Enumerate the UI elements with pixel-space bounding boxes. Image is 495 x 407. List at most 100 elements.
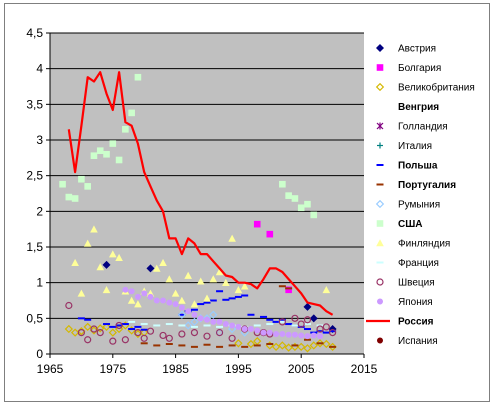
data-point — [84, 183, 91, 190]
data-point — [260, 329, 267, 336]
data-point — [90, 225, 98, 233]
data-point — [317, 333, 324, 340]
legend-label: Португалия — [398, 180, 456, 191]
gridlines — [50, 32, 364, 355]
data-point — [90, 152, 98, 159]
data-point — [253, 220, 261, 228]
data-point — [291, 331, 298, 338]
data-point — [108, 328, 117, 337]
data-point — [184, 271, 192, 279]
data-point — [279, 331, 286, 338]
series-7 — [140, 285, 337, 348]
y-tick-label: 3,5 — [26, 97, 43, 111]
legend-item: Швеция — [376, 278, 435, 289]
legend-label: Россия — [398, 317, 434, 328]
data-point — [285, 192, 292, 199]
data-point — [273, 331, 280, 338]
legend-item: Великобритания — [375, 82, 475, 94]
data-point — [285, 331, 292, 338]
data-point — [83, 322, 92, 332]
data-point — [247, 326, 254, 333]
series-1 — [253, 220, 292, 294]
y-tick-label: 1 — [36, 276, 43, 290]
legend-key — [376, 239, 384, 247]
data-point — [228, 334, 236, 342]
data-point — [102, 322, 111, 332]
data-point — [178, 304, 185, 311]
x-tick-label: 1985 — [162, 362, 189, 376]
data-point — [165, 334, 173, 342]
data-point — [297, 204, 305, 212]
data-point — [165, 275, 174, 283]
data-point — [127, 296, 136, 304]
legend-item: Португалия — [376, 180, 456, 191]
y-tick-label: 3 — [36, 133, 43, 147]
legend-label: Румыния — [398, 200, 440, 211]
data-point — [96, 263, 105, 271]
x-tick-label: 1975 — [99, 362, 126, 376]
series-line — [67, 71, 334, 316]
legend-label: США — [398, 219, 423, 230]
data-point — [146, 327, 155, 335]
y-tick-label: 2 — [36, 204, 43, 218]
data-point — [71, 258, 79, 266]
data-point — [134, 300, 142, 308]
data-point — [246, 339, 256, 349]
data-point — [121, 336, 129, 344]
legend-key — [375, 199, 385, 209]
legend-label: Япония — [398, 297, 433, 308]
data-point — [177, 310, 187, 319]
data-point — [128, 109, 135, 117]
legend-label: Франция — [398, 258, 439, 269]
data-point — [84, 336, 92, 344]
data-point — [146, 264, 155, 273]
data-point — [304, 200, 311, 208]
data-point — [229, 322, 236, 329]
legend-key — [375, 82, 385, 92]
data-point — [102, 260, 111, 269]
data-point — [96, 147, 104, 154]
legend-item: Япония — [377, 297, 433, 308]
data-point — [159, 331, 167, 340]
data-point — [303, 344, 312, 353]
series-14 — [67, 71, 334, 316]
data-point — [122, 286, 129, 293]
data-point — [209, 275, 218, 283]
data-point — [96, 329, 104, 337]
legend-item: Румыния — [375, 199, 440, 211]
data-point — [184, 321, 193, 330]
data-point — [235, 323, 242, 330]
legend-label: Италия — [398, 141, 432, 152]
data-point — [291, 314, 299, 322]
data-point — [152, 264, 161, 272]
data-point — [309, 314, 318, 323]
legend-label: Болгария — [398, 63, 441, 74]
y-tick-label: 4,5 — [26, 26, 43, 40]
data-point — [266, 329, 273, 336]
x-tick-label: 2005 — [288, 362, 315, 376]
data-point — [141, 290, 148, 297]
legend-item: Болгария — [376, 63, 441, 74]
legend-item: Голландия — [376, 122, 448, 133]
data-point — [329, 329, 337, 337]
data-point — [310, 211, 318, 219]
data-point — [171, 289, 180, 297]
legend-item: Италия — [377, 141, 432, 152]
x-axis: 1965 1975 1985 1995 2005 2015 — [37, 354, 378, 376]
legend-label: Голландия — [398, 122, 448, 133]
data-point — [65, 301, 73, 310]
data-point — [234, 286, 243, 294]
data-point — [77, 289, 86, 297]
data-point — [322, 286, 331, 294]
data-point — [153, 297, 160, 304]
data-point — [178, 330, 186, 338]
legend-item: Польша — [376, 161, 438, 172]
data-point — [172, 301, 179, 308]
data-point — [83, 239, 92, 247]
data-point — [266, 230, 274, 238]
data-point — [103, 150, 110, 158]
data-point — [271, 342, 281, 352]
data-point — [197, 315, 204, 322]
data-point — [134, 293, 141, 300]
y-tick-label: 4 — [36, 62, 43, 76]
